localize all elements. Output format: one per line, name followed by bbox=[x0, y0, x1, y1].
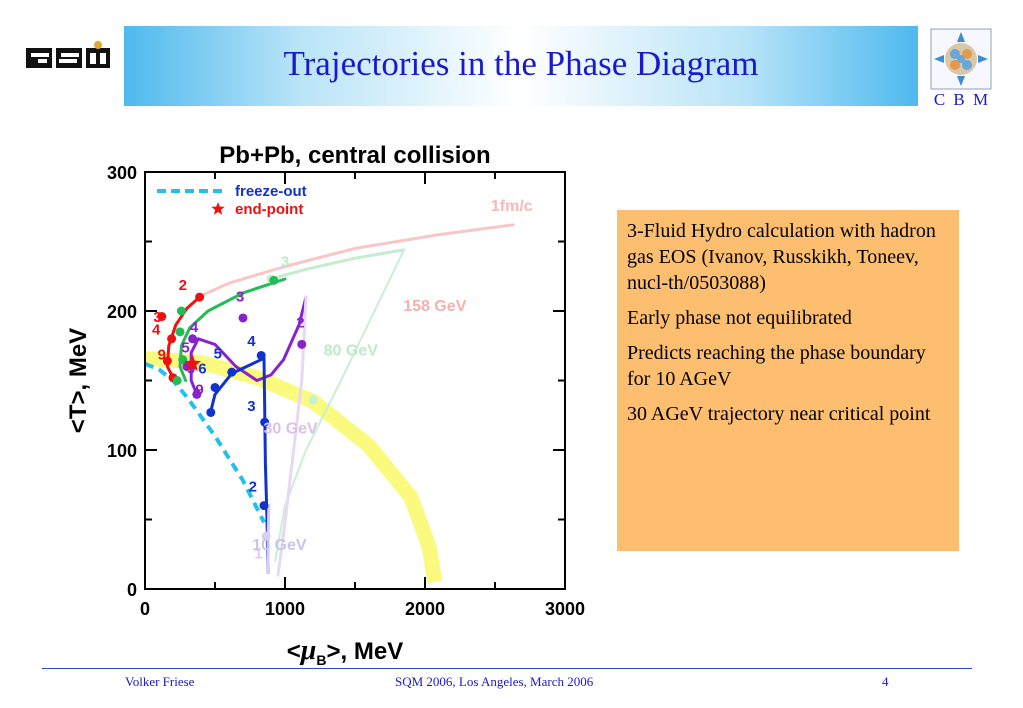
series-line bbox=[178, 277, 287, 382]
trajectory-point bbox=[259, 501, 269, 511]
trajectory-point bbox=[260, 417, 270, 427]
series-line bbox=[276, 295, 308, 577]
trajectory-point bbox=[269, 275, 279, 285]
trajectory-point bbox=[172, 376, 182, 385]
time-step-label: 4 bbox=[247, 333, 256, 350]
phase-diagram-chart: Pb+Pb, central collision2349332459945632… bbox=[65, 142, 585, 668]
energy-annotation: 10 GeV bbox=[252, 537, 307, 554]
energy-annotation: 30 GeV bbox=[263, 420, 318, 437]
title-bar bbox=[124, 26, 918, 106]
info-item: 3-Fluid Hydro calculation with hadron ga… bbox=[627, 220, 936, 294]
time-step-label: 2 bbox=[296, 315, 304, 332]
x-tick-label: 1000 bbox=[265, 599, 305, 619]
gsi-logo bbox=[26, 41, 110, 68]
time-step-label: 9 bbox=[187, 361, 195, 378]
trajectory-point bbox=[261, 531, 271, 541]
y-tick-label: 0 bbox=[127, 580, 137, 600]
cbm-logo bbox=[930, 28, 992, 90]
info-item: Predicts reaching the phase boundary for… bbox=[627, 342, 926, 390]
time-step-label: 2 bbox=[179, 277, 187, 294]
legend-freeze-out-label: freeze-out bbox=[235, 183, 307, 200]
legend-end-point-star bbox=[211, 202, 225, 215]
time-step-label: 3 bbox=[153, 309, 161, 326]
slide-title: Trajectories in the Phase Diagram bbox=[283, 44, 759, 83]
time-step-label: 3 bbox=[281, 254, 289, 271]
time-step-label: 3 bbox=[236, 288, 244, 305]
time-step-label: 5 bbox=[181, 340, 189, 357]
energy-annotation: 80 GeV bbox=[324, 342, 379, 359]
chart-title: Pb+Pb, central collision bbox=[219, 142, 490, 169]
trajectory-point bbox=[195, 292, 205, 302]
time-step-label: 9 bbox=[158, 347, 166, 364]
x-tick-label: 3000 bbox=[545, 599, 585, 619]
phase-boundary-band bbox=[144, 350, 443, 584]
cbm-label: C B M bbox=[933, 90, 991, 109]
trajectory-point bbox=[210, 382, 220, 392]
y-axis-label: <T>, MeV bbox=[65, 328, 92, 433]
end-point-star bbox=[184, 354, 202, 372]
x-axis-label: <μB>, MeV bbox=[287, 635, 403, 668]
trajectory-point bbox=[175, 327, 185, 337]
time-step-label: 1 bbox=[254, 545, 262, 562]
info-box: 3-Fluid Hydro calculation with hadron ga… bbox=[617, 210, 959, 551]
energy-annotation: 1fm/c bbox=[491, 198, 533, 215]
footer-author: Volker Friese bbox=[125, 674, 195, 689]
trajectory-point bbox=[227, 367, 237, 377]
time-step-label: 9 bbox=[195, 381, 203, 398]
energy-annotation: 158 GeV bbox=[403, 298, 466, 315]
trajectory-point bbox=[157, 312, 167, 322]
time-step-label: 2 bbox=[249, 479, 257, 496]
y-tick-label: 200 bbox=[107, 302, 137, 322]
y-tick-label: 300 bbox=[107, 163, 137, 183]
info-item: 30 AGeV trajectory near critical point bbox=[627, 403, 931, 425]
y-tick-label: 100 bbox=[107, 441, 137, 461]
time-step-label: 4 bbox=[190, 319, 199, 336]
trajectory-point bbox=[176, 306, 186, 316]
time-step-label: 6 bbox=[198, 361, 206, 378]
x-tick-label: 2000 bbox=[405, 599, 445, 619]
series-line bbox=[269, 248, 406, 281]
time-step-label: 3 bbox=[247, 398, 255, 415]
trajectory-point bbox=[308, 395, 318, 405]
series-line bbox=[274, 248, 405, 563]
plot-frame bbox=[144, 171, 566, 590]
trajectory-point bbox=[297, 339, 307, 349]
footer-page-number: 4 bbox=[882, 674, 889, 689]
trajectory-point bbox=[162, 356, 172, 366]
freeze-out-line bbox=[144, 361, 266, 524]
trajectory-point bbox=[206, 407, 216, 417]
trajectory-point bbox=[192, 389, 202, 399]
time-step-label: 5 bbox=[214, 345, 222, 362]
trajectory-point bbox=[188, 334, 198, 344]
info-item: Early phase not equilibrated bbox=[627, 307, 852, 329]
trajectory-point bbox=[256, 350, 266, 360]
series-line bbox=[209, 356, 266, 413]
series-line bbox=[199, 223, 515, 298]
trajectory-point bbox=[238, 313, 248, 323]
footer-divider bbox=[42, 668, 972, 669]
footer-event: SQM 2006, Los Angeles, March 2006 bbox=[395, 674, 594, 689]
trajectory-point bbox=[167, 334, 177, 344]
legend-end-point-label: end-point bbox=[235, 201, 303, 218]
time-step-label: 4 bbox=[152, 322, 161, 339]
trajectory-point bbox=[178, 355, 188, 365]
x-tick-label: 0 bbox=[140, 599, 150, 619]
